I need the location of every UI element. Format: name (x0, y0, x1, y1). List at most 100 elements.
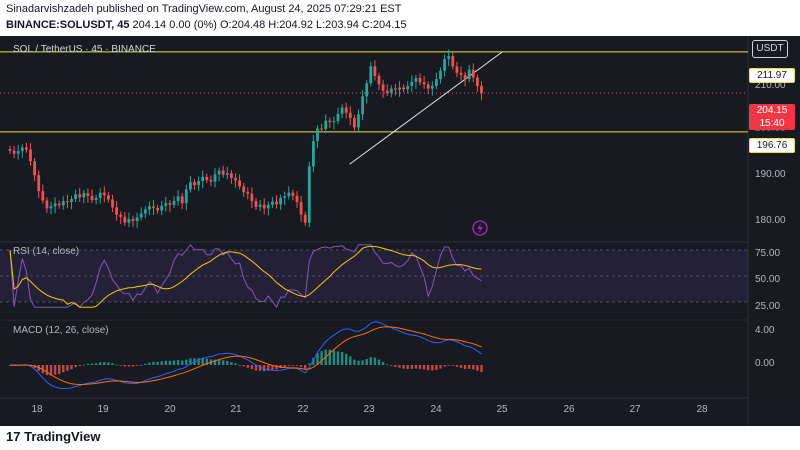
macd-histogram-bar (365, 359, 368, 365)
macd-histogram-bar (447, 365, 450, 366)
candle-body (307, 166, 311, 223)
candle-body (98, 192, 102, 198)
candle-body (213, 174, 217, 182)
candle-body (435, 79, 438, 86)
macd-histogram-bar (390, 365, 393, 366)
lightning-glyph (477, 223, 483, 233)
candle-body (29, 149, 32, 162)
macd-histogram-bar (90, 363, 94, 365)
macd-histogram-bar (246, 365, 249, 368)
macd-histogram-bar (205, 358, 208, 365)
candle-body (139, 213, 143, 218)
macd-histogram-bar (291, 365, 295, 366)
macd-histogram-bar (353, 359, 356, 365)
candle-body (102, 192, 106, 196)
y-tick: 180.00 (755, 215, 786, 226)
macd-histogram-bar (422, 365, 426, 370)
macd-histogram-bar (148, 362, 151, 365)
macd-histogram-bar (369, 357, 372, 365)
macd-histogram-bar (418, 365, 422, 369)
candle-body (184, 189, 188, 204)
candle-body (312, 141, 315, 167)
macd-histogram-bar (140, 364, 143, 366)
macd-histogram-bar (263, 365, 266, 372)
macd-histogram-bar (62, 365, 65, 373)
candle-body (373, 66, 377, 76)
macd-histogram-bar (361, 360, 364, 365)
candle-body (336, 113, 340, 122)
candle-body (45, 200, 49, 209)
x-tick: 27 (629, 404, 641, 415)
candle-body (66, 201, 69, 203)
macd-histogram-bar (135, 365, 139, 366)
candle-body (57, 203, 61, 206)
candle-body (344, 107, 348, 113)
macd-histogram-bar (373, 357, 377, 365)
candle-body (242, 186, 246, 193)
rsi-tick: 25.00 (755, 301, 781, 312)
macd-histogram-bar (279, 365, 282, 369)
chart-area[interactable]: SOL / TetherUS · 45 · BINANCE USDT RSI (… (0, 36, 800, 426)
ohlc-values: 204.14 0.00 (0%) O:204.48 H:204.92 L:203… (132, 19, 407, 31)
current-price-tag: 204.15 15:40 (749, 104, 795, 130)
candle-body (287, 192, 291, 197)
bar-countdown: 15:40 (759, 118, 785, 129)
macd-histogram-bar (304, 365, 307, 369)
macd-histogram-bar (217, 359, 221, 365)
candle-body (377, 75, 381, 85)
candle-body (480, 85, 483, 94)
chart-canvas[interactable] (0, 36, 800, 426)
candle-body (426, 84, 430, 89)
candle-body (152, 206, 155, 208)
macd-histogram-bar (480, 365, 483, 373)
macd-histogram-bar (443, 365, 446, 367)
candle-body (119, 214, 123, 217)
macd-histogram-bar (181, 360, 184, 365)
macd-histogram-bar (144, 363, 147, 365)
candle-body (16, 151, 20, 154)
candle-body (111, 199, 114, 208)
y-tick: 190.00 (755, 169, 786, 180)
level-tag-lower: 196.76 (749, 138, 795, 153)
candle-body (61, 201, 65, 206)
macd-histogram-bar (386, 364, 389, 366)
candle-body (430, 85, 434, 89)
candle-body (295, 195, 299, 203)
macd-signal-line (9, 326, 482, 386)
current-price: 204.15 (756, 105, 788, 116)
x-tick: 19 (97, 404, 109, 415)
x-tick: 24 (430, 404, 442, 415)
macd-histogram-bar (226, 360, 229, 365)
brand-name: TradingView (24, 429, 101, 444)
x-tick: 20 (164, 404, 176, 415)
macd-histogram-bar (53, 365, 57, 375)
macd-histogram-bar (213, 359, 217, 365)
macd-histogram-bar (271, 365, 274, 370)
candle-body (143, 209, 147, 214)
macd-tick: 0.00 (755, 358, 775, 369)
x-tick: 26 (563, 404, 575, 415)
candle-body (115, 207, 118, 215)
macd-histogram-bar (308, 363, 311, 365)
macd-histogram-bar (58, 365, 61, 374)
rsi-tick: 50.00 (755, 274, 781, 285)
candle-body (324, 120, 328, 130)
macd-histogram-bar (70, 365, 73, 370)
macd-line (9, 321, 482, 390)
candle-body (20, 147, 24, 152)
macd-histogram-bar (254, 365, 258, 371)
macd-label: MACD (12, 26, close) (13, 325, 109, 336)
macd-histogram-bar (82, 364, 85, 366)
macd-histogram-bar (394, 365, 397, 367)
macd-histogram-bar (49, 365, 53, 376)
candle-body (410, 81, 414, 86)
candle-body (131, 218, 135, 222)
currency-button[interactable]: USDT (752, 40, 788, 58)
rsi-line (9, 244, 482, 309)
macd-histogram-bar (103, 362, 106, 365)
macd-histogram-bar (115, 364, 118, 366)
candle-body (148, 206, 151, 210)
macd-histogram-bar (406, 365, 409, 370)
candle-body (37, 175, 41, 192)
macd-histogram-bar (345, 353, 348, 365)
